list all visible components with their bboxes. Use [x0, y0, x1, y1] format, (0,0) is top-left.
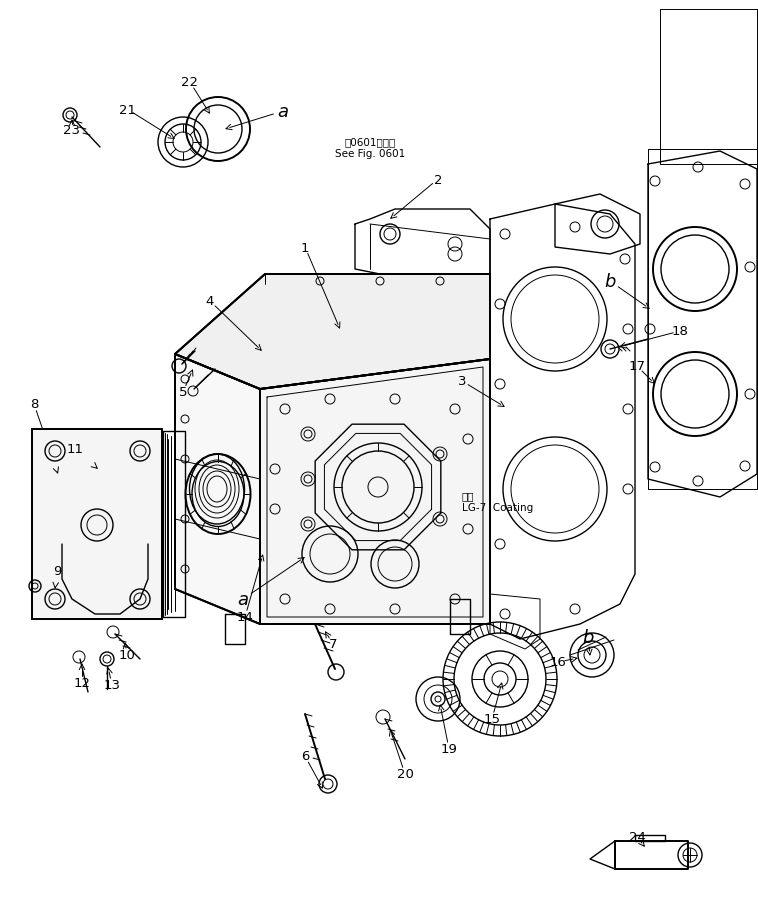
Text: 塗布
LG-7  Coating: 塗布 LG-7 Coating — [462, 490, 533, 512]
Text: 1: 1 — [301, 241, 309, 255]
Text: 14: 14 — [236, 610, 253, 624]
Text: 23: 23 — [64, 124, 80, 136]
Text: 17: 17 — [628, 360, 646, 373]
Polygon shape — [260, 359, 490, 624]
Text: 18: 18 — [672, 325, 688, 338]
Text: b: b — [582, 628, 594, 647]
Text: 21: 21 — [118, 103, 136, 116]
Text: 9: 9 — [53, 565, 61, 578]
Text: 15: 15 — [484, 712, 500, 726]
Text: b: b — [604, 273, 615, 291]
Text: 2: 2 — [434, 173, 442, 186]
Text: 13: 13 — [104, 679, 121, 692]
Text: 10: 10 — [118, 648, 136, 662]
Text: 24: 24 — [628, 831, 646, 843]
Polygon shape — [32, 430, 162, 619]
Text: 6: 6 — [301, 749, 309, 763]
Text: 3: 3 — [458, 375, 466, 388]
Text: 11: 11 — [67, 443, 83, 456]
Text: 5: 5 — [179, 386, 187, 399]
Polygon shape — [175, 355, 260, 624]
Text: 第0601図参照
See Fig. 0601: 第0601図参照 See Fig. 0601 — [335, 137, 405, 159]
Text: a: a — [277, 103, 289, 121]
Text: 4: 4 — [206, 295, 215, 308]
Text: 16: 16 — [550, 656, 566, 669]
Polygon shape — [175, 275, 490, 389]
Text: 7: 7 — [329, 638, 337, 651]
Text: 12: 12 — [74, 676, 90, 690]
Text: 22: 22 — [181, 77, 199, 89]
Text: 8: 8 — [30, 398, 38, 411]
Text: a: a — [237, 591, 249, 609]
Text: 19: 19 — [440, 742, 457, 756]
Text: 20: 20 — [396, 768, 413, 780]
